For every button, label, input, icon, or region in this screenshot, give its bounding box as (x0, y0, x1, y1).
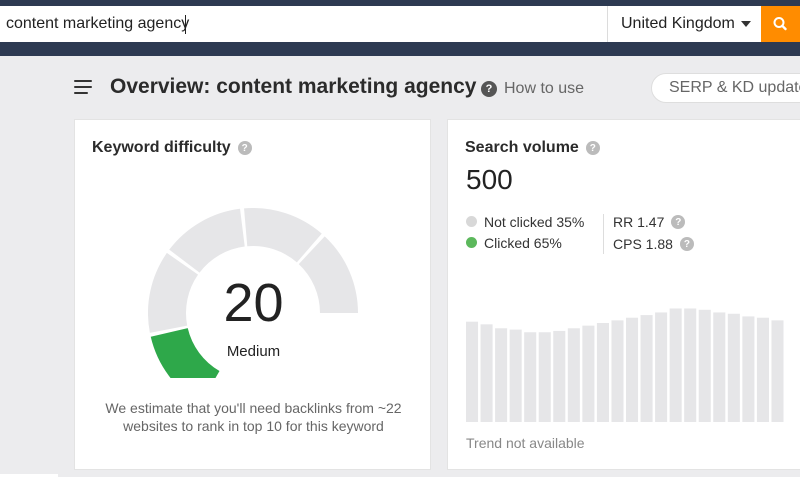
click-metrics: RR 1.47 ? CPS 1.88 ? (613, 211, 694, 255)
search-volume-trend-chart (466, 308, 784, 422)
caret-down-icon (741, 21, 751, 27)
gauge-segment-filled (150, 328, 220, 378)
keyword-search-input[interactable] (0, 6, 607, 42)
rr-metric: RR 1.47 ? (613, 211, 694, 233)
trend-bar (567, 328, 580, 422)
trend-bar (727, 313, 740, 422)
gauge-segment (298, 236, 358, 313)
trend-bar (626, 317, 639, 422)
search-volume-title-text: Search volume (465, 139, 579, 156)
question-circle-icon[interactable]: ? (679, 237, 694, 251)
trend-bar (669, 308, 682, 422)
keyword-difficulty-title: Keyword difficulty ? (92, 139, 252, 157)
trend-bar (698, 309, 711, 422)
clicked-dot-icon (466, 237, 477, 248)
rr-label: RR 1.47 (613, 214, 665, 230)
difficulty-label: Medium (226, 343, 281, 360)
trend-bar (596, 323, 609, 422)
page-title: Overview: content marketing agency (110, 75, 477, 98)
search-volume-card: Search volume ? 500 Not clicked 35% Clic… (447, 119, 800, 470)
how-to-use-label: How to use (504, 80, 585, 97)
clicked-label: Clicked 65% (484, 234, 562, 251)
search-volume-value: 500 (466, 164, 513, 195)
gauge-segment (148, 252, 199, 333)
trend-bar (582, 325, 595, 422)
gauge-segment (169, 208, 245, 273)
question-circle-icon[interactable]: ? (671, 215, 686, 229)
cps-metric: CPS 1.88 ? (613, 233, 694, 255)
legend-not-clicked: Not clicked 35% (466, 211, 584, 232)
serp-kd-update-label: SERP & KD update (669, 79, 800, 96)
country-select[interactable]: United Kingdom (607, 6, 761, 42)
serp-kd-update-button[interactable]: SERP & KD update (651, 73, 800, 103)
trend-bar (524, 332, 537, 422)
question-circle-icon: ? (481, 81, 497, 97)
keyword-difficulty-title-text: Keyword difficulty (92, 139, 231, 156)
trend-bar (756, 317, 769, 422)
trend-bar (713, 312, 726, 422)
trend-bar (495, 328, 508, 422)
keyword-difficulty-card: Keyword difficulty ? 20 Medium We estima… (74, 119, 431, 470)
metrics-divider (603, 214, 604, 254)
search-bar: United Kingdom (0, 6, 800, 42)
search-volume-title: Search volume ? (465, 139, 600, 157)
question-circle-icon[interactable]: ? (237, 141, 252, 155)
trend-bar (538, 332, 551, 422)
search-button[interactable] (761, 6, 800, 42)
trend-bar (655, 312, 668, 422)
how-to-use-link[interactable]: ? How to use (481, 80, 584, 98)
country-select-value: United Kingdom (621, 15, 735, 32)
trend-bar (553, 330, 566, 422)
trend-bar (611, 320, 624, 422)
difficulty-score: 20 (223, 273, 284, 333)
trend-bar (509, 329, 522, 422)
trend-bar (771, 320, 784, 422)
not-clicked-label: Not clicked 35% (484, 213, 585, 230)
backlinks-estimate: We estimate that you'll need backlinks f… (105, 400, 402, 434)
overview-header: Overview: content marketing agency ? How… (0, 64, 800, 110)
question-circle-icon[interactable]: ? (585, 141, 600, 155)
difficulty-gauge (148, 208, 358, 378)
trend-note: Trend not available (466, 435, 585, 451)
bottom-edge (0, 474, 58, 477)
clicks-legend: Not clicked 35% Clicked 65% (466, 211, 584, 253)
trend-bar (466, 321, 479, 422)
trend-bar (742, 316, 755, 422)
gauge-segment (244, 208, 322, 263)
trend-bar (640, 315, 653, 422)
hamburger-menu-icon[interactable] (74, 80, 94, 94)
text-cursor (185, 15, 186, 34)
trend-bar (684, 308, 697, 422)
trend-bar (480, 324, 493, 422)
search-icon (773, 17, 787, 31)
cps-label: CPS 1.88 (613, 236, 673, 252)
legend-clicked: Clicked 65% (466, 232, 584, 253)
not-clicked-dot-icon (466, 216, 477, 227)
